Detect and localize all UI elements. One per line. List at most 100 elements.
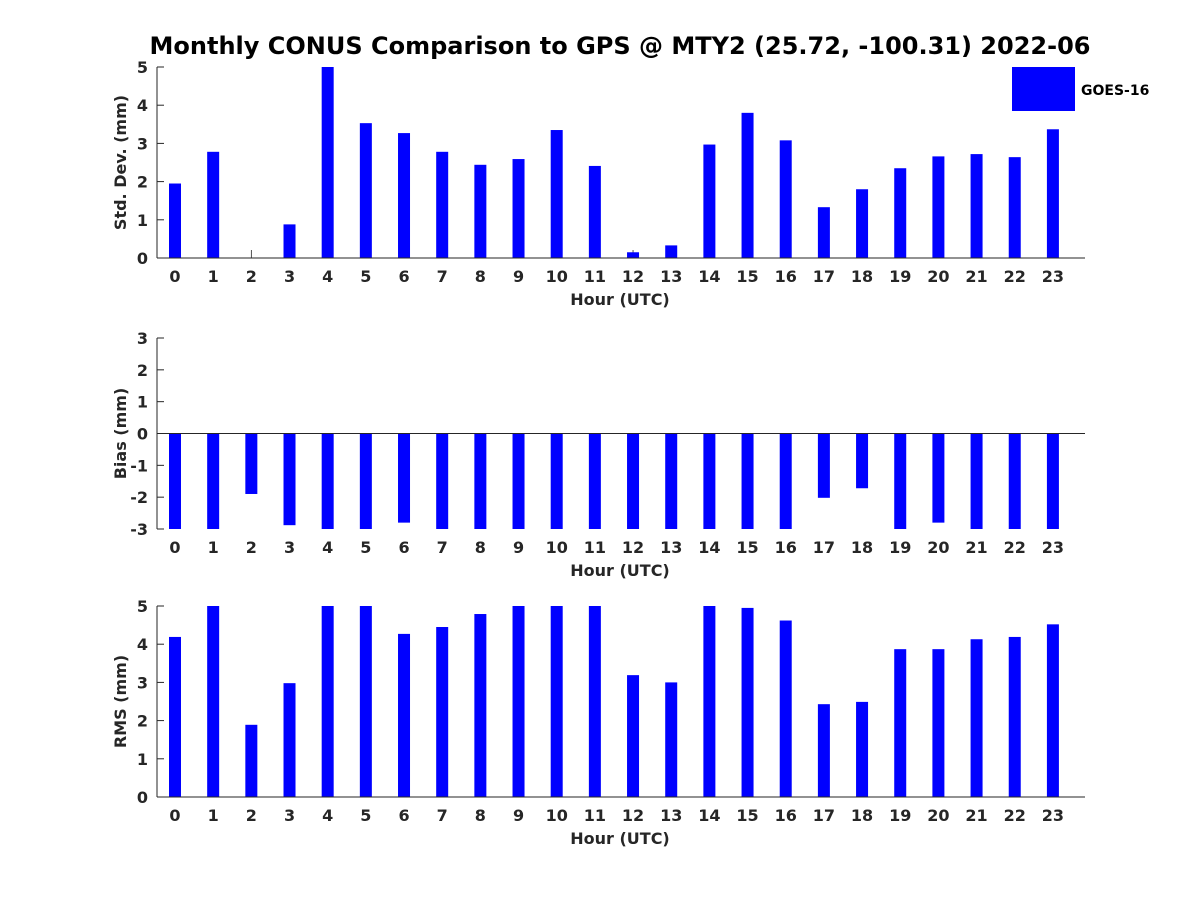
bar-rms-hour-5 <box>359 606 372 797</box>
x-tick-label: 21 <box>965 538 987 557</box>
y-tick-label: 5 <box>137 58 148 77</box>
x-tick-label: 10 <box>546 806 568 825</box>
bar-rms-hour-1 <box>207 606 220 797</box>
bar-std-dev-hour-10 <box>550 130 563 258</box>
bar-rms-hour-22 <box>1008 636 1021 797</box>
bar-rms-hour-12 <box>627 675 640 797</box>
x-tick-label: 5 <box>360 267 371 286</box>
legend: GOES-16 <box>1012 67 1149 111</box>
x-tick-label: 21 <box>965 806 987 825</box>
bar-std-dev-hour-6 <box>398 133 411 258</box>
bar-std-dev-hour-19 <box>894 168 907 258</box>
y-tick-label: 0 <box>137 249 148 268</box>
bar-bias-hour-1 <box>207 433 220 529</box>
bar-rms-hour-10 <box>550 606 563 797</box>
x-tick-label: 16 <box>775 538 797 557</box>
x-tick-label: 5 <box>360 538 371 557</box>
y-tick-label: -2 <box>130 488 148 507</box>
bar-bias-hour-18 <box>856 433 869 489</box>
y-tick-label: -3 <box>130 520 148 539</box>
x-tick-label: 0 <box>169 267 180 286</box>
bar-std-dev-hour-14 <box>703 144 716 258</box>
x-tick-label: 14 <box>698 267 720 286</box>
x-tick-label: 16 <box>775 806 797 825</box>
x-tick-label: 11 <box>584 267 606 286</box>
x-tick-label: 2 <box>246 538 257 557</box>
x-tick-label: 12 <box>622 267 644 286</box>
bar-rms-hour-13 <box>665 682 678 797</box>
x-tick-label: 16 <box>775 267 797 286</box>
bar-bias-hour-5 <box>359 433 372 529</box>
x-tick-label: 23 <box>1042 806 1064 825</box>
x-tick-label: 18 <box>851 806 873 825</box>
chart-title: Monthly CONUS Comparison to GPS @ MTY2 (… <box>150 32 1091 60</box>
x-tick-label: 8 <box>475 538 486 557</box>
bar-bias-hour-2 <box>245 433 258 494</box>
y-tick-label: 1 <box>137 750 148 769</box>
x-tick-label: 2 <box>246 806 257 825</box>
bar-bias-hour-4 <box>321 433 334 529</box>
x-tick-label: 6 <box>398 806 409 825</box>
bar-std-dev-hour-12 <box>627 252 640 258</box>
x-tick-label: 13 <box>660 267 682 286</box>
x-tick-label: 17 <box>813 806 835 825</box>
x-tick-label: 1 <box>208 267 219 286</box>
bar-bias-hour-20 <box>932 433 945 523</box>
bar-std-dev-hour-20 <box>932 156 945 258</box>
bar-bias-hour-10 <box>550 433 563 529</box>
x-tick-label: 3 <box>284 538 295 557</box>
x-tick-label: 0 <box>169 806 180 825</box>
legend-swatch <box>1012 67 1075 111</box>
x-tick-label: 14 <box>698 538 720 557</box>
x-tick-label: 17 <box>813 267 835 286</box>
bar-rms-hour-7 <box>436 627 449 797</box>
bar-rms-hour-18 <box>856 701 869 797</box>
bar-bias-hour-8 <box>474 433 487 529</box>
x-tick-label: 0 <box>169 538 180 557</box>
y-tick-label: 1 <box>137 211 148 230</box>
x-tick-label: 18 <box>851 538 873 557</box>
bar-std-dev-hour-16 <box>779 140 792 258</box>
bar-std-dev-hour-23 <box>1046 129 1059 258</box>
bar-bias-hour-12 <box>627 433 640 529</box>
x-tick-label: 2 <box>246 267 257 286</box>
x-tick-label: 20 <box>927 538 949 557</box>
bar-bias-hour-9 <box>512 433 525 529</box>
bar-std-dev-hour-7 <box>436 151 449 258</box>
x-axis-label: Hour (UTC) <box>570 829 670 848</box>
bar-rms-hour-3 <box>283 683 296 797</box>
x-tick-label: 22 <box>1004 806 1026 825</box>
y-tick-label: -1 <box>130 456 148 475</box>
bar-rms-hour-19 <box>894 649 907 797</box>
x-tick-label: 4 <box>322 538 333 557</box>
bar-rms-hour-14 <box>703 606 716 797</box>
bar-bias-hour-14 <box>703 433 716 529</box>
x-tick-label: 1 <box>208 538 219 557</box>
x-tick-label: 4 <box>322 806 333 825</box>
bar-bias-hour-16 <box>779 433 792 529</box>
x-tick-label: 22 <box>1004 267 1026 286</box>
x-axis-label: Hour (UTC) <box>570 561 670 580</box>
bar-std-dev-hour-4 <box>321 67 334 258</box>
y-tick-label: 3 <box>137 673 148 692</box>
bar-std-dev-hour-15 <box>741 112 754 258</box>
bar-bias-hour-15 <box>741 433 754 529</box>
x-tick-label: 7 <box>437 267 448 286</box>
x-tick-label: 8 <box>475 267 486 286</box>
bar-std-dev-hour-18 <box>856 189 869 258</box>
x-tick-label: 6 <box>398 267 409 286</box>
x-tick-label: 9 <box>513 538 524 557</box>
x-axis-label: Hour (UTC) <box>570 290 670 309</box>
bar-rms-hour-11 <box>588 606 601 797</box>
bar-bias-hour-11 <box>588 433 601 529</box>
x-tick-label: 23 <box>1042 267 1064 286</box>
y-axis-label: RMS (mm) <box>111 655 130 748</box>
x-tick-label: 17 <box>813 538 835 557</box>
y-tick-label: 0 <box>137 788 148 807</box>
x-tick-label: 21 <box>965 267 987 286</box>
x-tick-label: 9 <box>513 267 524 286</box>
bar-rms-hour-2 <box>245 724 258 797</box>
bar-bias-hour-3 <box>283 433 296 526</box>
x-tick-label: 3 <box>284 806 295 825</box>
x-tick-label: 22 <box>1004 538 1026 557</box>
